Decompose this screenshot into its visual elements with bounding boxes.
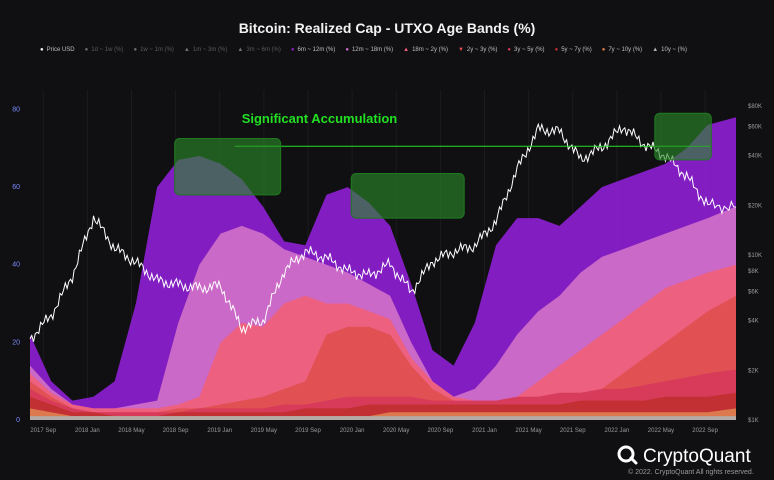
legend-marker-icon: ● — [290, 47, 295, 53]
y-left-tick-label: 60 — [12, 184, 20, 191]
brand-logo: CryptoQuant — [617, 443, 751, 471]
y-right-tick-label: $8K — [748, 269, 759, 275]
copyright-text: © 2022. CryptoQuant All rights reserved. — [628, 469, 754, 476]
y-right-tick-label: $4K — [748, 319, 759, 325]
x-tick-label: 2022 Jan — [605, 428, 630, 434]
annotation-text: Significant Accumulation — [242, 111, 398, 126]
y-right-tick-label: $80K — [748, 104, 762, 110]
legend-item[interactable]: ● Price USD — [40, 47, 75, 53]
x-tick-label: 2018 Jan — [75, 428, 100, 434]
x-tick-label: 2022 May — [648, 428, 674, 434]
y-left-tick-label: 20 — [12, 339, 20, 346]
x-tick-label: 2020 Sep — [428, 428, 454, 434]
cryptoquant-logo-icon — [617, 443, 639, 471]
y-left-tick-label: 0 — [16, 417, 20, 424]
legend-label: 3y ~ 5y (%) — [514, 47, 545, 53]
x-tick-label: 2021 May — [515, 428, 541, 434]
area-band — [30, 295, 736, 420]
legend-label: 6m ~ 12m (%) — [297, 47, 336, 53]
accumulation-highlight-box — [174, 138, 282, 196]
legend-label: 18m ~ 2y (%) — [412, 47, 448, 53]
accumulation-highlight-box — [654, 112, 712, 161]
legend-label: 3m ~ 6m (%) — [246, 47, 281, 53]
legend-item[interactable]: ▲ 1m ~ 3m (%) — [184, 47, 227, 53]
x-tick-label: 2018 Sep — [163, 428, 189, 434]
legend-marker-icon: ● — [40, 47, 44, 53]
x-tick-label: 2021 Sep — [560, 428, 586, 434]
legend-item[interactable]: ● 7y ~ 10y (%) — [602, 47, 642, 53]
legend-item[interactable]: ● 12m ~ 18m (%) — [345, 47, 393, 53]
x-tick-label: 2019 Jan — [207, 428, 232, 434]
legend-marker-icon: ● — [554, 47, 559, 53]
legend-marker-icon: ▲ — [183, 47, 190, 53]
legend-item[interactable]: ▼ 2y ~ 3y (%) — [458, 47, 497, 53]
chart-title: Bitcoin: Realized Cap - UTXO Age Bands (… — [238, 20, 536, 36]
legend-label: 7y ~ 10y (%) — [608, 47, 643, 53]
legend-label: 2y ~ 3y (%) — [466, 47, 498, 53]
x-tick-label: 2020 May — [383, 428, 409, 434]
area-series — [30, 117, 736, 420]
y-right-tick-label: $40K — [748, 154, 762, 160]
legend-item[interactable]: ▲ 10y ~ (%) — [652, 47, 687, 53]
axis-labels: 2017 Sep 2018 Jan 2018 May 2018 Sep 2019 Jan… — [12, 104, 762, 434]
legend-item[interactable]: ● 3y ~ 5y (%) — [507, 47, 544, 53]
area-band — [30, 416, 736, 420]
x-tick-label: 2022 Sep — [692, 428, 718, 434]
legend-item[interactable]: ● 1d ~ 1w (%) — [85, 47, 124, 53]
x-tick-label: 2017 Sep — [30, 428, 56, 434]
legend: ● Price USD ● 1d ~ 1w (%) ● 1w ~ 1m (%) ▲ 1m ~ … — [40, 47, 760, 53]
y-left-tick-label: 40 — [12, 262, 20, 269]
accumulation-highlight-box — [350, 172, 465, 219]
legend-label: 1d ~ 1w (%) — [91, 47, 124, 53]
legend-label: 1m ~ 3m (%) — [192, 47, 228, 53]
legend-label: 10y ~ (%) — [661, 47, 687, 53]
y-right-tick-label: $10K — [748, 253, 762, 259]
y-right-tick-label: $60K — [748, 125, 762, 131]
legend-marker-icon: ▲ — [237, 47, 244, 53]
y-right-tick-label: $20K — [748, 203, 762, 209]
x-tick-label: 2021 Jan — [472, 428, 497, 434]
y-right-tick-label: $2K — [748, 368, 759, 374]
legend-marker-icon: ● — [133, 47, 138, 53]
legend-marker-icon: ● — [84, 47, 89, 53]
legend-item[interactable]: ▲ 18m ~ 2y (%) — [403, 47, 448, 53]
y-right-tick-label: $6K — [748, 290, 759, 296]
legend-marker-icon: ▼ — [457, 47, 464, 53]
legend-marker-icon: ▲ — [403, 47, 410, 53]
legend-item[interactable]: ▲ 3m ~ 6m (%) — [237, 47, 280, 53]
legend-marker-icon: ● — [345, 47, 349, 53]
legend-label: 12m ~ 18m (%) — [351, 47, 394, 53]
legend-marker-icon: ● — [507, 47, 512, 53]
x-tick-label: 2018 May — [118, 428, 144, 434]
x-tick-label: 2020 Jan — [340, 428, 365, 434]
x-tick-label: 2019 Sep — [295, 428, 321, 434]
legend-label: 5y ~ 7y (%) — [561, 47, 592, 53]
legend-item[interactable]: ● 6m ~ 12m (%) — [291, 47, 335, 53]
y-left-tick-label: 80 — [12, 106, 20, 113]
legend-item[interactable]: ● 1w ~ 1m (%) — [133, 47, 173, 53]
legend-label: Price USD — [46, 47, 75, 53]
annotation-layer: Significant Accumulation — [174, 111, 712, 219]
x-tick-label: 2019 May — [251, 428, 277, 434]
y-right-tick-label: $1K — [748, 418, 759, 424]
legend-item[interactable]: ● 5y ~ 7y (%) — [555, 47, 592, 53]
legend-label: 1w ~ 1m (%) — [140, 47, 174, 53]
legend-marker-icon: ▲ — [652, 47, 659, 53]
legend-marker-icon: ● — [601, 47, 606, 53]
price-line — [29, 122, 737, 342]
price-line-layer — [29, 122, 737, 342]
brand-name: CryptoQuant — [643, 446, 751, 468]
